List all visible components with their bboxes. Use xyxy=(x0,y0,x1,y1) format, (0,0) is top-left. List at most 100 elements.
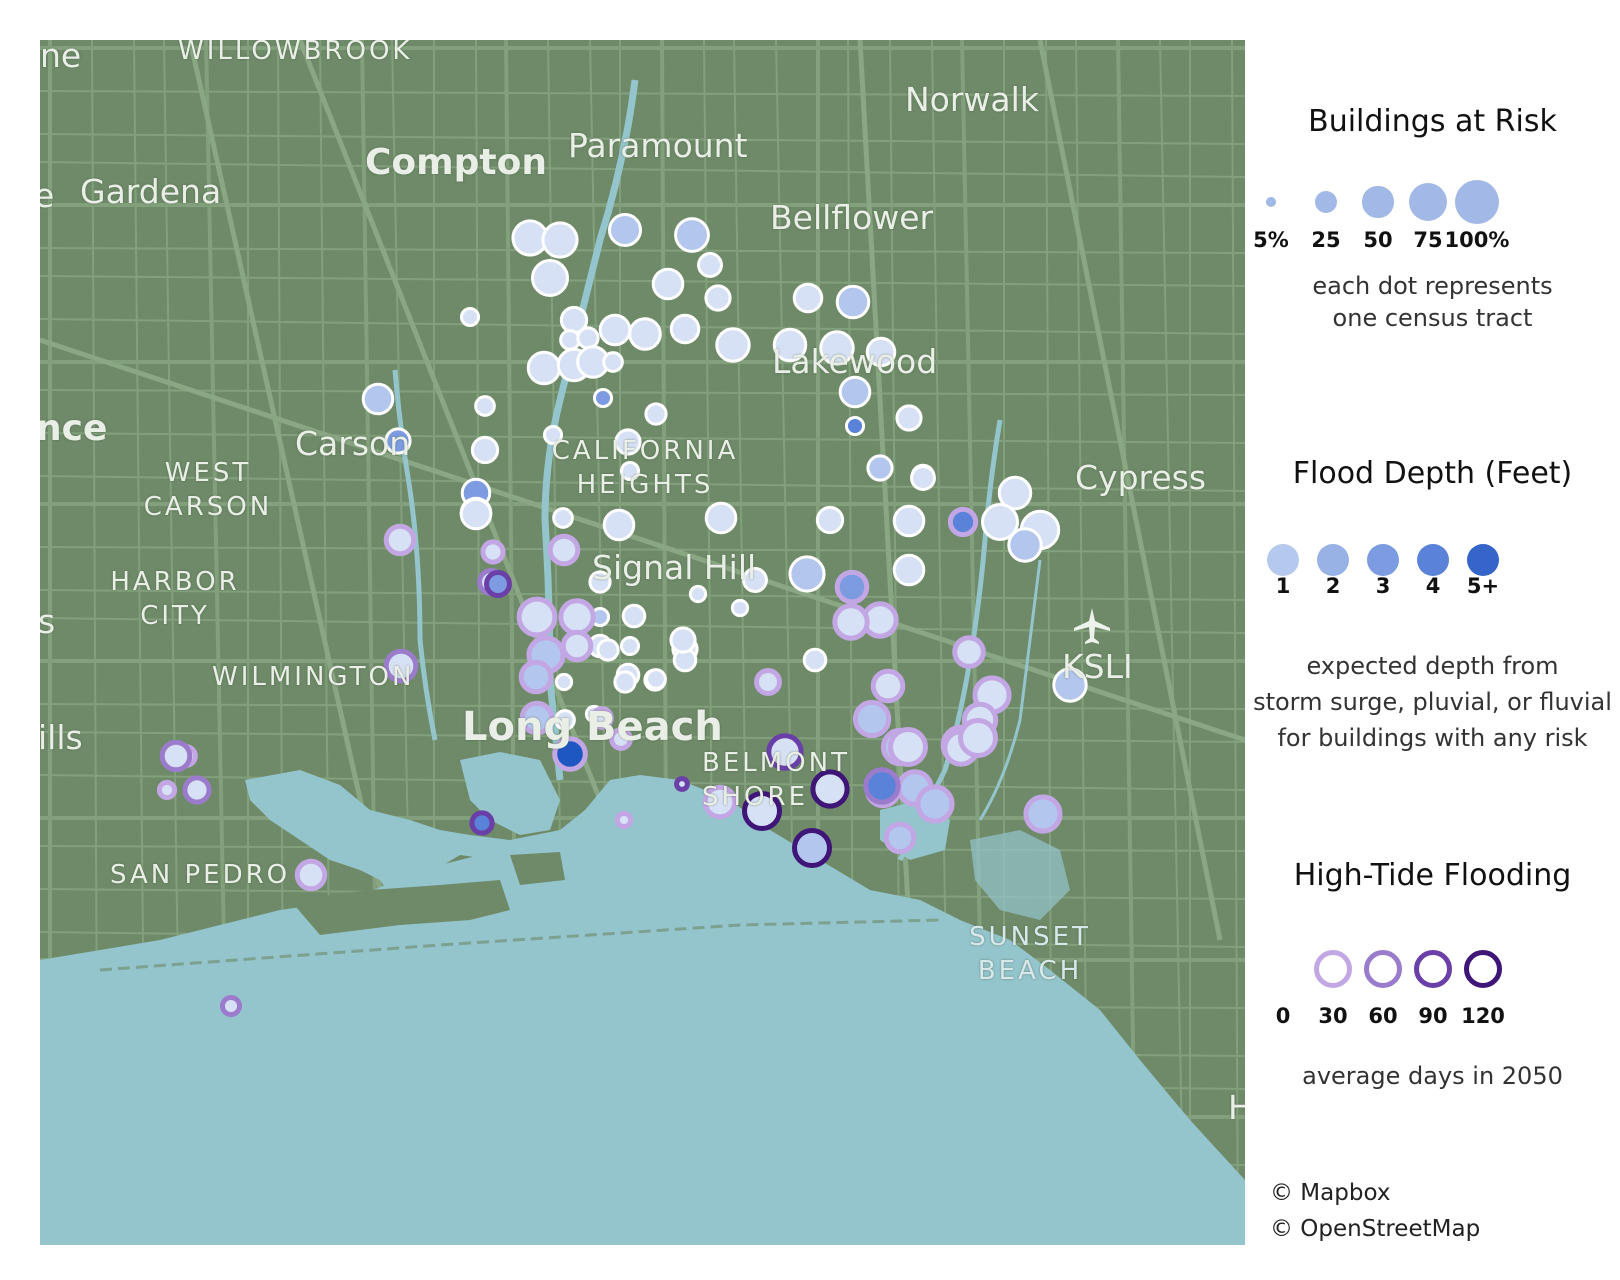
census-tract-dot[interactable] xyxy=(619,460,641,482)
census-tract-dot[interactable] xyxy=(602,508,636,542)
census-tract-dot[interactable] xyxy=(645,668,667,690)
census-tract-dot[interactable] xyxy=(742,567,768,593)
census-tract-dot[interactable] xyxy=(590,706,614,730)
census-tract-dot[interactable] xyxy=(361,382,395,416)
census-tract-dot[interactable] xyxy=(715,327,751,363)
census-tract-dot[interactable] xyxy=(832,603,870,641)
census-tract-dot[interactable] xyxy=(772,327,808,363)
census-tract-dot[interactable] xyxy=(470,435,500,465)
census-tract-dot[interactable] xyxy=(619,635,641,657)
census-tract-dot[interactable] xyxy=(384,427,412,455)
census-tract-dot[interactable] xyxy=(742,791,782,831)
census-tract-dot[interactable] xyxy=(609,727,633,751)
census-tract-dot[interactable] xyxy=(547,533,581,567)
flood-risk-map[interactable]: WILLOWBROOK Norwalk Paramount Compton Ga… xyxy=(40,40,1245,1245)
census-tract-dot[interactable] xyxy=(669,313,701,345)
census-tract-dot[interactable] xyxy=(651,267,685,301)
census-tract-dot[interactable] xyxy=(947,506,979,538)
census-tract-dot[interactable] xyxy=(730,598,750,618)
census-tract-dot[interactable] xyxy=(1052,667,1088,703)
census-tract-dot[interactable] xyxy=(892,553,926,587)
census-tract-dot[interactable] xyxy=(519,700,555,736)
census-tract-dot[interactable] xyxy=(704,284,732,312)
census-tract-dot[interactable] xyxy=(516,596,558,638)
census-tract-dot[interactable] xyxy=(766,733,804,771)
census-tract-dot[interactable] xyxy=(863,767,901,805)
census-tract-dot[interactable] xyxy=(895,404,923,432)
census-tract-dot[interactable] xyxy=(614,810,634,830)
census-tract-dot[interactable] xyxy=(704,501,738,535)
census-tract-dot[interactable] xyxy=(819,330,855,366)
census-tract-dot[interactable] xyxy=(459,497,493,531)
census-tract-dot[interactable] xyxy=(602,351,624,373)
census-tract-dot[interactable] xyxy=(613,670,637,694)
census-tract-dot[interactable] xyxy=(844,415,866,437)
census-tract-dot[interactable] xyxy=(697,252,723,278)
census-tract-dot[interactable] xyxy=(838,375,872,409)
census-tract-dot[interactable] xyxy=(915,784,955,824)
census-tract-dot[interactable] xyxy=(219,994,243,1018)
census-tract-dot[interactable] xyxy=(542,424,564,446)
census-tract-dot[interactable] xyxy=(834,569,870,605)
mapbox-credit[interactable]: © Mapbox xyxy=(1270,1180,1391,1206)
census-tract-dot[interactable] xyxy=(480,539,506,565)
census-tract-dot[interactable] xyxy=(558,598,596,636)
census-tract-dot[interactable] xyxy=(852,699,892,739)
census-tract-dot[interactable] xyxy=(592,387,614,409)
census-tract-dot[interactable] xyxy=(598,313,632,347)
census-tract-dot[interactable] xyxy=(474,395,496,417)
census-tract-dot[interactable] xyxy=(469,810,495,836)
census-tract-dot[interactable] xyxy=(484,570,512,598)
census-tract-dot[interactable] xyxy=(607,212,643,248)
census-tract-dot[interactable] xyxy=(952,635,986,669)
census-tract-dot[interactable] xyxy=(997,475,1033,511)
census-tract-dot[interactable] xyxy=(644,402,668,426)
census-tract-dot[interactable] xyxy=(870,668,906,704)
census-tract-dot[interactable] xyxy=(674,776,690,792)
census-tract-dot[interactable] xyxy=(754,668,782,696)
census-tract-dot[interactable] xyxy=(628,317,662,351)
census-tract-dot[interactable] xyxy=(576,326,600,350)
census-tract-dot[interactable] xyxy=(294,858,328,892)
census-tract-dot[interactable] xyxy=(835,284,871,320)
census-tract-dot[interactable] xyxy=(560,629,594,663)
census-tract-dot[interactable] xyxy=(788,555,826,593)
census-tract-dot[interactable] xyxy=(531,259,569,297)
census-tract-dot[interactable] xyxy=(669,626,697,654)
census-tract-dot[interactable] xyxy=(688,584,708,604)
census-tract-dot[interactable] xyxy=(888,727,928,767)
census-tract-dot[interactable] xyxy=(802,647,828,673)
census-tract-dot[interactable] xyxy=(958,718,998,758)
census-tract-dot[interactable] xyxy=(588,570,612,594)
census-tract-dot[interactable] xyxy=(156,779,178,801)
census-tract-dot[interactable] xyxy=(559,329,581,351)
census-tract-dot[interactable] xyxy=(182,775,212,805)
census-tract-dot[interactable] xyxy=(981,503,1019,541)
census-tract-dot[interactable] xyxy=(910,465,936,491)
census-tract-dot[interactable] xyxy=(702,784,738,820)
osm-credit[interactable]: © OpenStreetMap xyxy=(1270,1216,1481,1242)
census-tract-dot[interactable] xyxy=(621,603,647,629)
census-tract-dot[interactable] xyxy=(552,736,588,772)
census-tract-dot[interactable] xyxy=(815,505,845,535)
census-tract-dot[interactable] xyxy=(792,282,824,314)
census-tract-dot[interactable] xyxy=(383,648,419,684)
census-tract-dot[interactable] xyxy=(892,504,926,538)
census-tract-dot[interactable] xyxy=(1023,794,1063,834)
census-tract-dot[interactable] xyxy=(1007,527,1043,563)
census-tract-dot[interactable] xyxy=(552,507,574,529)
census-tract-dot[interactable] xyxy=(596,638,620,662)
census-tract-dot[interactable] xyxy=(459,306,481,328)
census-tract-dot[interactable] xyxy=(865,336,897,368)
census-tract-dot[interactable] xyxy=(554,672,574,692)
census-tract-dot[interactable] xyxy=(541,221,579,259)
census-tract-dot[interactable] xyxy=(554,709,576,731)
census-tract-dot[interactable] xyxy=(526,350,562,386)
census-tract-dot[interactable] xyxy=(383,523,417,557)
census-tract-dot[interactable] xyxy=(792,828,832,868)
census-tract-dot[interactable] xyxy=(518,659,554,695)
census-tract-dot[interactable] xyxy=(674,217,710,253)
census-tract-dot[interactable] xyxy=(883,821,917,855)
census-tract-dot[interactable] xyxy=(614,428,642,456)
census-tract-dot[interactable] xyxy=(159,739,193,773)
